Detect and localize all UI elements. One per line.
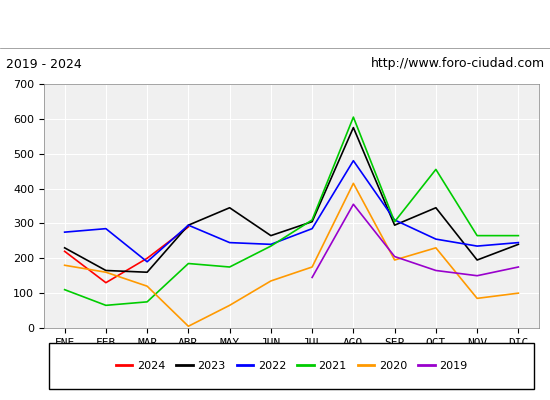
FancyBboxPatch shape xyxy=(49,342,534,390)
Text: 2019 - 2024: 2019 - 2024 xyxy=(6,58,81,70)
Text: http://www.foro-ciudad.com: http://www.foro-ciudad.com xyxy=(370,58,544,70)
Legend: 2024, 2023, 2022, 2021, 2020, 2019: 2024, 2023, 2022, 2021, 2020, 2019 xyxy=(111,356,472,376)
Text: Evolucion Nº Turistas Extranjeros en el municipio de Santiago-Pontones: Evolucion Nº Turistas Extranjeros en el … xyxy=(2,14,548,29)
